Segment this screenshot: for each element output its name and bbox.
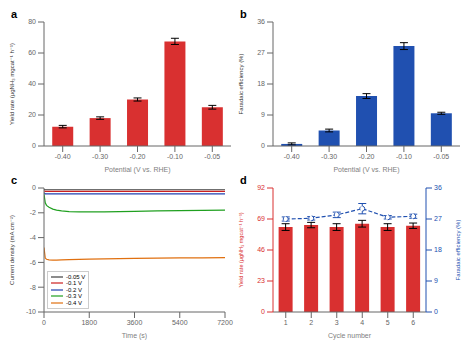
html-text:-0.4 V: -0.4 V (66, 299, 82, 306)
svg-text:4: 4 (360, 319, 364, 326)
html-text:b: b (240, 8, 247, 20)
svg-text:Faradaic efficiency (%): Faradaic efficiency (%) (238, 54, 244, 115)
svg-text:0: 0 (32, 142, 36, 149)
svg-text:5: 5 (386, 319, 390, 326)
svg-text:9: 9 (261, 111, 265, 118)
svg-text:0: 0 (434, 308, 438, 315)
svg-text:36: 36 (257, 18, 265, 25)
svg-text:Faradaic efficiency (%): Faradaic efficiency (%) (455, 220, 461, 281)
svg-text:5400: 5400 (172, 319, 188, 326)
svg-text:Potential (V vs. RHE): Potential (V vs. RHE) (333, 166, 399, 174)
html-text:c: c (11, 174, 18, 186)
svg-text:-8: -8 (30, 284, 36, 291)
svg-text:0: 0 (261, 142, 265, 149)
svg-text:40: 40 (28, 80, 36, 87)
svg-text:-0.05: -0.05 (204, 153, 220, 160)
svg-text:-0.20: -0.20 (359, 153, 375, 160)
svg-text:23: 23 (257, 277, 265, 284)
svg-text:2: 2 (309, 319, 313, 326)
svg-text:46: 46 (257, 246, 265, 253)
svg-text:Yield rate (μgNH₃ mgcat⁻¹ h⁻¹): Yield rate (μgNH₃ mgcat⁻¹ h⁻¹) (238, 212, 244, 287)
svg-text:18: 18 (257, 80, 265, 87)
html-text:d: d (240, 174, 247, 186)
svg-text:-0.30: -0.30 (321, 153, 337, 160)
svg-text:27: 27 (257, 49, 265, 56)
svg-text:0: 0 (32, 184, 36, 191)
html-text:-0.2 V: -0.2 V (66, 286, 82, 293)
svg-text:-0.40: -0.40 (284, 153, 300, 160)
svg-text:0: 0 (42, 319, 46, 326)
svg-text:3: 3 (335, 319, 339, 326)
svg-text:69: 69 (257, 215, 265, 222)
svg-text:-0.10: -0.10 (396, 153, 412, 160)
svg-text:-10: -10 (26, 308, 36, 315)
svg-text:92: 92 (257, 184, 265, 191)
svg-text:-0.30: -0.30 (92, 153, 108, 160)
svg-text:Potential (V vs. RHE): Potential (V vs. RHE) (104, 166, 170, 174)
svg-text:Cycle number: Cycle number (328, 332, 372, 340)
html-text:a: a (11, 8, 18, 20)
html-text:-0.05 V: -0.05 V (66, 273, 86, 280)
svg-text:20: 20 (28, 111, 36, 118)
svg-text:7200: 7200 (217, 319, 233, 326)
svg-text:-0.05: -0.05 (433, 153, 449, 160)
svg-text:0: 0 (261, 308, 265, 315)
svg-text:-6: -6 (30, 259, 36, 266)
html-text:-0.1 V: -0.1 V (66, 280, 82, 286)
svg-text:Time (s): Time (s) (122, 332, 147, 340)
svg-text:-4: -4 (30, 234, 36, 241)
svg-text:27: 27 (434, 215, 442, 222)
svg-text:1: 1 (284, 319, 288, 326)
svg-text:-0.10: -0.10 (167, 153, 183, 160)
svg-text:3600: 3600 (127, 319, 143, 326)
svg-text:Yield rate (μgNH₃ mgcat⁻¹ h⁻¹): Yield rate (μgNH₃ mgcat⁻¹ h⁻¹) (9, 43, 15, 125)
svg-text:-2: -2 (30, 209, 36, 216)
svg-text:1800: 1800 (81, 319, 97, 326)
svg-text:-0.40: -0.40 (55, 153, 71, 160)
svg-text:60: 60 (28, 49, 36, 56)
svg-text:36: 36 (434, 184, 442, 191)
svg-text:18: 18 (434, 246, 442, 253)
svg-text:Current density (mA cm⁻²): Current density (mA cm⁻²) (9, 215, 15, 285)
svg-text:80: 80 (28, 18, 36, 25)
svg-text:9: 9 (434, 277, 438, 284)
svg-text:-0.20: -0.20 (130, 153, 146, 160)
svg-text:6: 6 (411, 319, 415, 326)
html-text:-0.3 V: -0.3 V (66, 293, 82, 299)
